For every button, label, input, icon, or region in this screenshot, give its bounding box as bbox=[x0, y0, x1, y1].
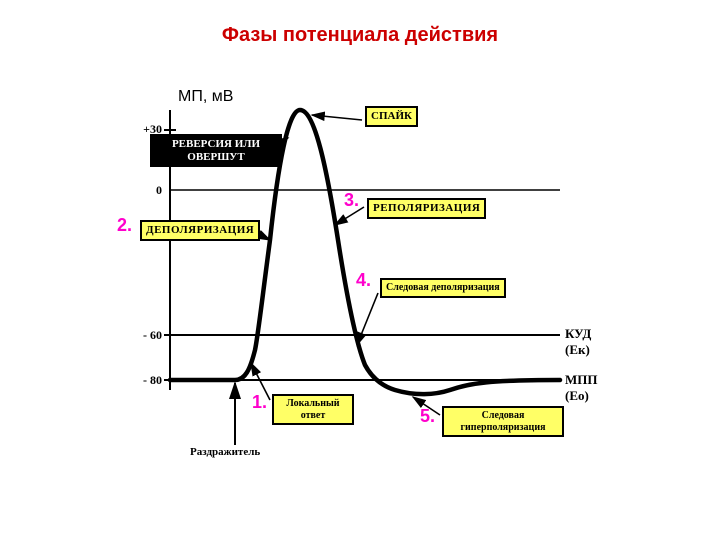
tick-neg80: - 80 bbox=[132, 373, 162, 388]
num-1: 1. bbox=[252, 392, 267, 413]
tick-neg60: - 60 bbox=[132, 328, 162, 343]
box-trace-hyper-l2: гиперполяризация bbox=[448, 422, 558, 434]
num-4: 4. bbox=[356, 270, 371, 291]
y-axis-label: МП, мВ bbox=[178, 88, 233, 106]
arrow-trace-depol bbox=[357, 293, 378, 345]
tick-0: 0 bbox=[132, 183, 162, 198]
box-reversal: РЕВЕРСИЯ ИЛИ ОВЕРШУТ bbox=[150, 134, 282, 167]
box-trace-hyper-l1: Следовая bbox=[448, 410, 558, 422]
diagram-title: Фазы потенциала действия bbox=[0, 24, 720, 47]
box-local-l2: ответ bbox=[278, 410, 348, 422]
box-spike: СПАЙК bbox=[365, 106, 418, 127]
box-reversal-l1: РЕВЕРСИЯ ИЛИ bbox=[156, 138, 276, 151]
box-trace-hyper: Следовая гиперполяризация bbox=[442, 406, 564, 437]
arrow-spike bbox=[312, 115, 362, 120]
mpp-label: МПП (Ео) bbox=[565, 372, 600, 404]
box-local-l1: Локальный bbox=[278, 398, 348, 410]
num-2: 2. bbox=[117, 215, 132, 236]
box-depol: ДЕПОЛЯРИЗАЦИЯ bbox=[140, 220, 260, 241]
num-3: 3. bbox=[344, 190, 359, 211]
stimulus-label: Раздражитель bbox=[190, 446, 260, 458]
chart-area: МП, мВ +30 0 - 60 - 80 КУД (Ек) МПП (Ео)… bbox=[120, 90, 600, 470]
box-local: Локальный ответ bbox=[272, 394, 354, 425]
box-repol: РЕПОЛЯРИЗАЦИЯ bbox=[367, 198, 486, 219]
box-trace-depol: Следовая деполяризация bbox=[380, 278, 506, 298]
box-reversal-l2: ОВЕРШУТ bbox=[156, 151, 276, 164]
kud-label: КУД (Ек) bbox=[565, 326, 600, 358]
num-5: 5. bbox=[420, 406, 435, 427]
